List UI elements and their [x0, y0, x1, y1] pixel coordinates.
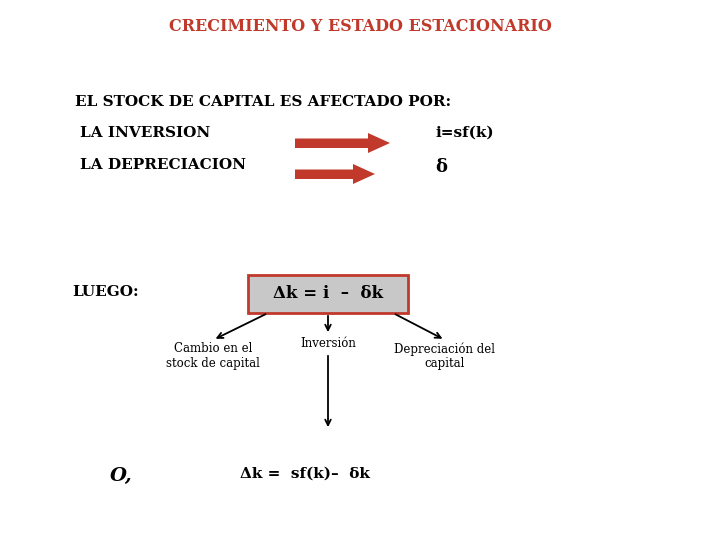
Text: δ: δ	[435, 158, 447, 176]
FancyArrow shape	[295, 164, 375, 184]
Text: EL STOCK DE CAPITAL ES AFECTADO POR:: EL STOCK DE CAPITAL ES AFECTADO POR:	[75, 95, 451, 109]
Text: Cambio en el
stock de capital: Cambio en el stock de capital	[166, 342, 260, 370]
Text: O,: O,	[110, 467, 132, 485]
Bar	[295, 138, 368, 147]
Text: Inversión: Inversión	[300, 337, 356, 350]
Text: LUEGO:: LUEGO:	[72, 285, 139, 299]
Text: CRECIMIENTO Y ESTADO ESTACIONARIO: CRECIMIENTO Y ESTADO ESTACIONARIO	[168, 18, 552, 35]
Text: Depreciación del
capital: Depreciación del capital	[395, 342, 495, 370]
Text: Δk =  sf(k)–  δk: Δk = sf(k)– δk	[240, 467, 370, 481]
Text: LA DEPRECIACION: LA DEPRECIACION	[80, 158, 246, 172]
Bar	[295, 170, 353, 179]
FancyBboxPatch shape	[248, 275, 408, 313]
Text: LA INVERSION: LA INVERSION	[80, 126, 210, 140]
Text: Δk = i  –  δk: Δk = i – δk	[273, 286, 383, 302]
FancyArrow shape	[295, 133, 390, 153]
Text: i=sf(k): i=sf(k)	[435, 126, 494, 140]
